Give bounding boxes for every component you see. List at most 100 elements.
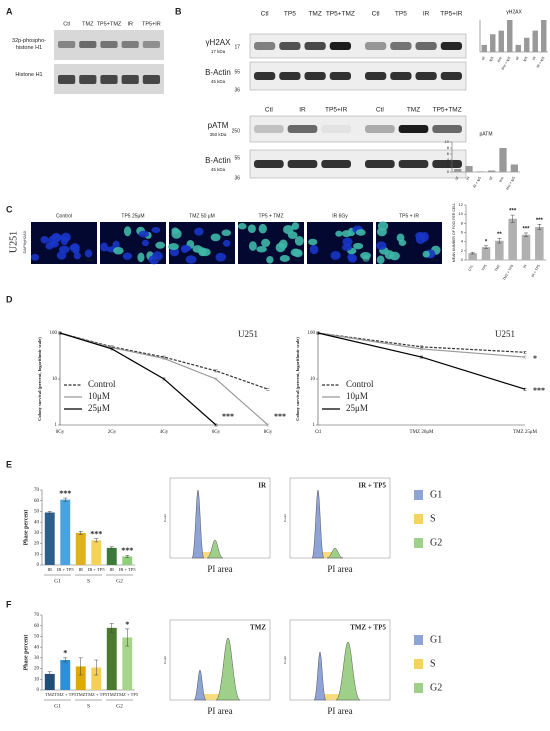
bar (499, 148, 507, 172)
nucleus (151, 227, 161, 234)
flow-g1-peak (193, 669, 207, 701)
x-tick-label: IR (48, 567, 53, 572)
y-tick-label: 8 (447, 145, 450, 150)
lane-label: TMZ (407, 107, 420, 114)
group-label: S (87, 703, 90, 709)
y-tick-label: 4 (447, 157, 450, 162)
flow-g1-peak (313, 651, 327, 701)
series-line (317, 332, 526, 358)
flow-y-label: Count (163, 514, 167, 522)
x-tick-label: TMZ (76, 692, 86, 697)
blot-band (365, 125, 395, 133)
legend-swatch (414, 683, 423, 693)
nucleus (137, 252, 145, 263)
blot-membrane (249, 115, 467, 143)
panel-label: C (6, 204, 13, 214)
x-tick-label: TMZ (107, 692, 117, 697)
blot-band (415, 42, 437, 50)
blot-band (304, 42, 326, 50)
y-tick-label: 10 (445, 139, 450, 144)
legend-swatch (414, 514, 423, 524)
bar (495, 240, 504, 260)
bar (476, 171, 484, 172)
bar (510, 164, 518, 172)
error-bar (94, 659, 99, 676)
panel-label: F (6, 599, 12, 609)
flow-g1-peak (311, 489, 325, 559)
bar (524, 37, 530, 52)
scale-bar: 20μm (431, 258, 439, 262)
x-tick-label: IR + TP5 (531, 264, 541, 278)
x-tick-label: tmz + tp5 (501, 56, 512, 71)
nucleus (113, 246, 124, 255)
chart-title: pATM (480, 131, 493, 137)
x-tick-label: ctl (488, 176, 493, 181)
significance: *** (509, 209, 517, 215)
condition-label: TP5 + IR (399, 213, 419, 219)
nucleus (30, 253, 40, 261)
x-tick-label: IR + tp5 (536, 56, 546, 69)
x-tick-label: TMZ 20μM (410, 430, 434, 435)
y-tick-label: 10 (52, 377, 58, 382)
y-tick-label: 100 (50, 331, 58, 336)
x-tick-label: TMZ + TP5 (54, 692, 76, 697)
y-axis-label: Phase percent (23, 635, 29, 671)
nucleus (294, 235, 304, 246)
lane-label: TP5+IR (325, 107, 348, 114)
x-tick-label: tp5 (523, 56, 529, 62)
bar (60, 499, 71, 565)
blot-band (58, 75, 76, 84)
nucleus (279, 255, 290, 262)
scale-bar: 20μm (155, 258, 163, 262)
x-tick-label: 6Gy (212, 430, 221, 435)
nucleus (330, 250, 341, 260)
x-tick-label: 2Gy (108, 430, 117, 435)
row-label: 32p-phospho-histone H1 (12, 38, 46, 51)
y-tick-label: 0 (461, 257, 464, 262)
stain-label: DAPI/γH2AX (22, 230, 27, 253)
nucleus (376, 227, 387, 237)
nucleus (51, 232, 62, 243)
nucleus (210, 233, 221, 242)
series-line (59, 332, 269, 426)
cell-line: U251 (8, 231, 19, 253)
nucleus (256, 245, 267, 253)
y-tick-label: 50 (34, 510, 40, 515)
lane-label: Ctl (376, 107, 385, 114)
blot-band (79, 75, 97, 84)
blot-band (432, 125, 462, 133)
error-cap (420, 347, 423, 351)
x-tick-label: TMZ + TP5 (116, 692, 138, 697)
nucleus (309, 244, 319, 255)
flow-title: IR (258, 482, 267, 490)
blot-band (365, 72, 387, 80)
flow-x-label: PI area (327, 706, 352, 716)
series-line (317, 332, 526, 390)
blot-band (254, 160, 284, 168)
group-label: G2 (116, 578, 123, 584)
flow-x-label: PI area (327, 564, 352, 574)
legend-swatch (414, 635, 423, 645)
nucleus (40, 236, 49, 244)
bar (515, 44, 521, 52)
nucleus (384, 250, 395, 260)
nucleus (355, 229, 366, 236)
blot-band (440, 42, 462, 50)
y-tick-label: 1 (313, 423, 316, 428)
error-cap (523, 351, 527, 354)
nucleus (261, 238, 271, 248)
blot-band (100, 75, 118, 84)
marker-label: 36 (234, 175, 240, 181)
error-bar (94, 538, 99, 543)
x-tick-label: IR (532, 56, 537, 61)
significance: *** (90, 530, 102, 539)
nucleus (335, 230, 343, 237)
legend-label: G2 (430, 537, 442, 548)
flow-y-label: Count (283, 514, 287, 522)
condition-label: TMZ 50 μM (189, 213, 215, 219)
y-tick-label: 12 (459, 202, 464, 207)
y-tick-label: 30 (34, 656, 40, 661)
lane-label: TP5+IR (440, 11, 463, 18)
blot-band (279, 42, 301, 50)
nucleus (60, 235, 69, 246)
